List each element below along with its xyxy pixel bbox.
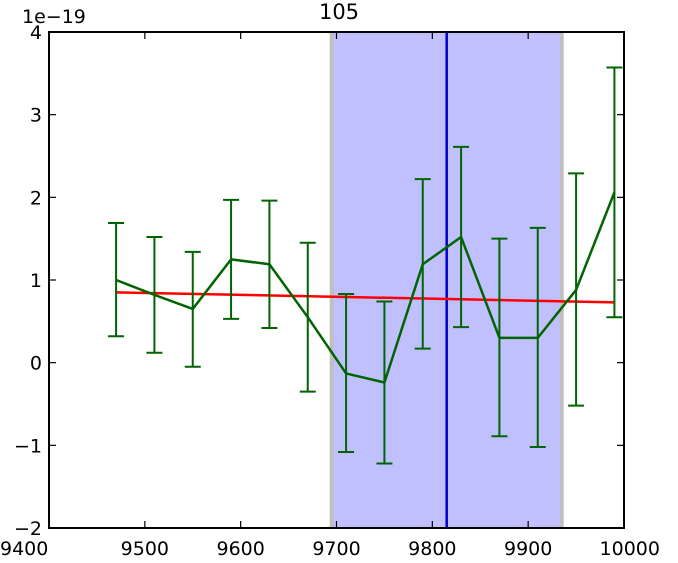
y-tick-label: −1 (14, 435, 42, 457)
x-tick-label: 9500 (121, 538, 169, 560)
x-tick-label: 9700 (312, 538, 360, 560)
fit-line (116, 291, 615, 304)
y-tick-label: 0 (30, 353, 42, 375)
y-offset-label: 1e−19 (22, 6, 86, 28)
background-layer (329, 32, 564, 528)
chart-title: 105 (319, 0, 359, 24)
x-tick-label: 9800 (408, 538, 456, 560)
x-tick-label: 9600 (216, 538, 264, 560)
x-tick-label: 9900 (504, 538, 552, 560)
ticks-layer: 9400 9500 9600 9700 9800 9900 10000 −2 −1 0 1 2 3 4 (0, 22, 660, 560)
y-tick-label: 3 (30, 105, 42, 127)
y-tick-label: 2 (30, 187, 42, 209)
data-series-line (115, 191, 616, 384)
y-tick-label: 4 (30, 22, 42, 44)
y-tick-label: 1 (30, 270, 42, 292)
data-layer (108, 66, 623, 465)
y-tick-label: −2 (14, 518, 42, 540)
x-tick-label: 10000 (600, 538, 660, 560)
error-bar (108, 221, 125, 338)
x-tick-label: 9400 (0, 538, 48, 560)
